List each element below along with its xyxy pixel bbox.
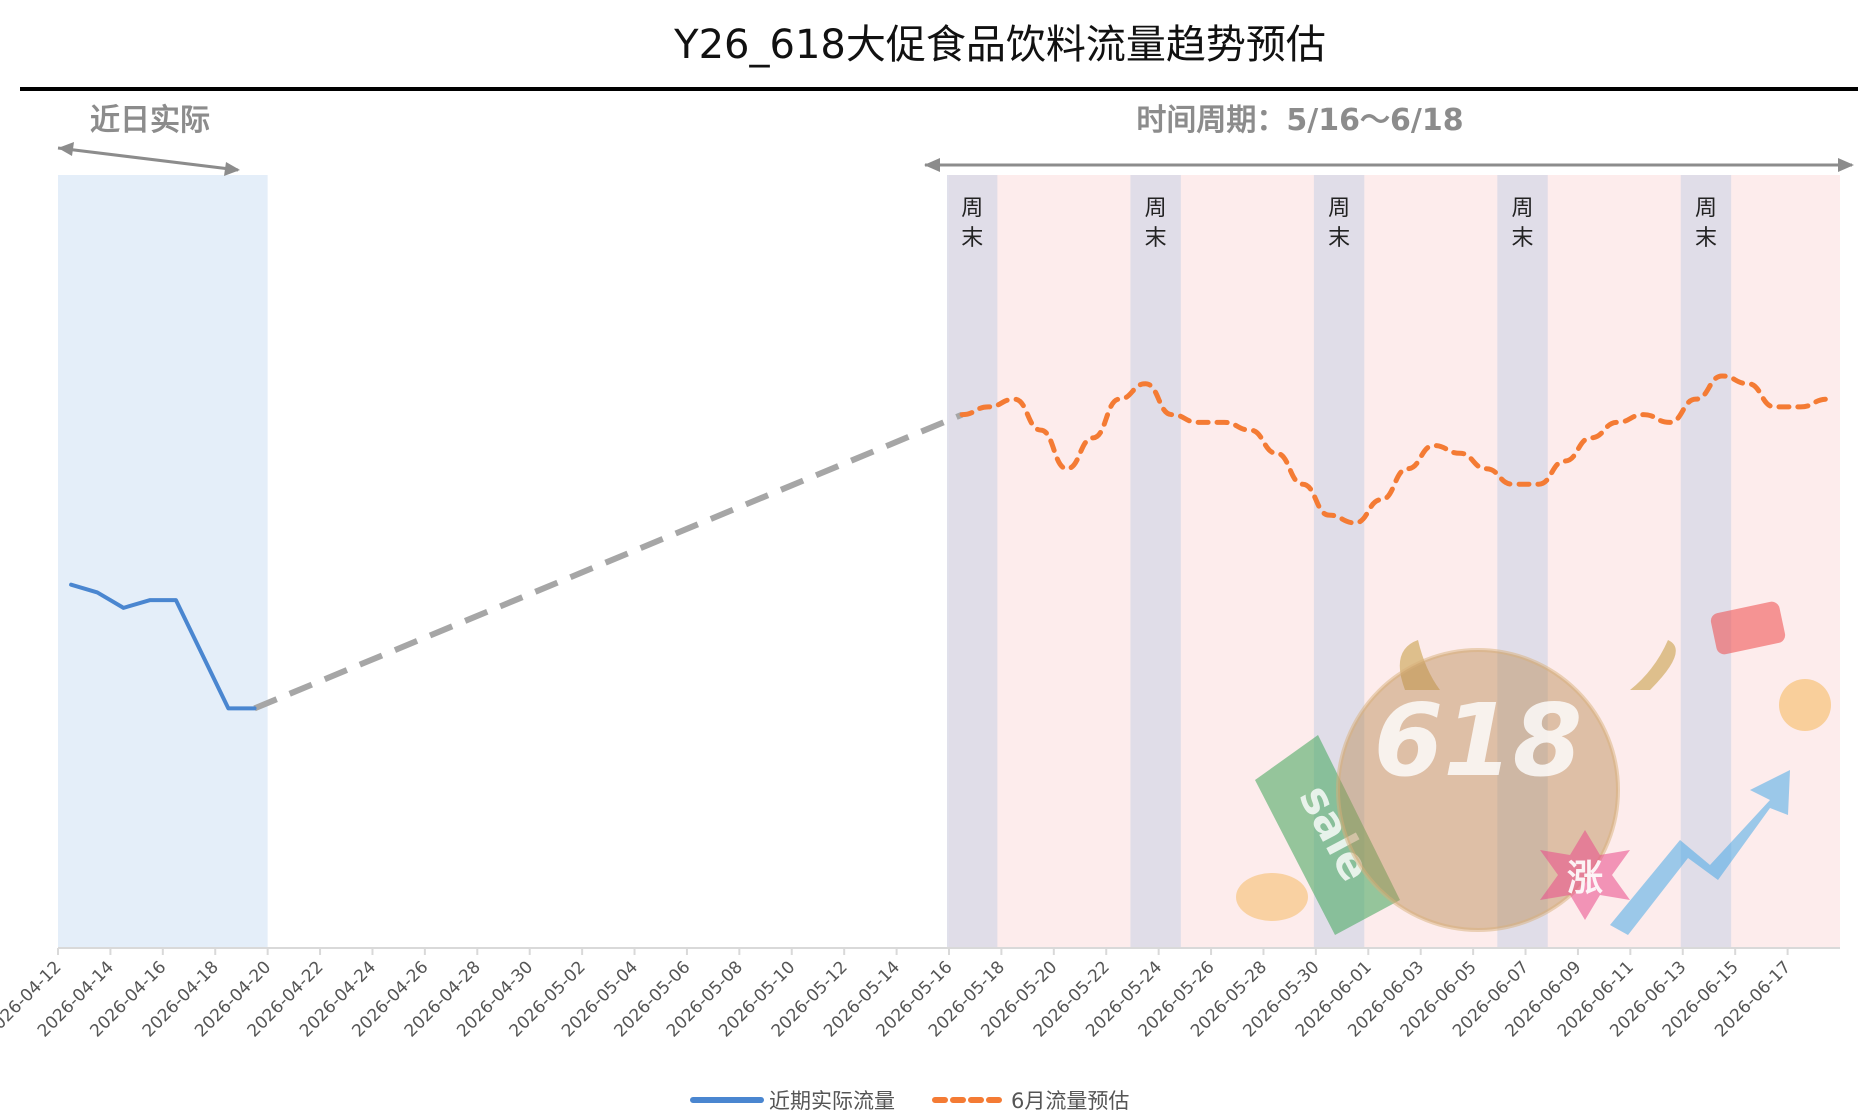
series-point-1 (1196, 421, 1199, 424)
series-point-1 (1223, 421, 1226, 424)
series-point-0 (227, 707, 230, 710)
series-point-1 (1537, 483, 1540, 486)
series-point-1 (1432, 444, 1435, 447)
background-bands: 周末 周末 周末 周末 周末 (58, 175, 1840, 948)
weekend-band (1680, 175, 1732, 948)
recent-actual-band (58, 175, 268, 948)
series-point-1 (961, 413, 964, 416)
series-point-1 (1275, 452, 1278, 455)
series-point-1 (1406, 467, 1409, 470)
series-point-1 (1485, 467, 1488, 470)
series-point-1 (987, 405, 990, 408)
period-label: 时间周期：5/16～6/18 (1136, 103, 1463, 138)
series-point-0 (96, 591, 99, 594)
series-point-0 (122, 606, 125, 609)
disco-ball-rim (1336, 648, 1620, 932)
series-point-1 (1616, 421, 1619, 424)
series-point-1 (1590, 436, 1593, 439)
section-annotations: 近日实际 时间周期：5/16～6/18 (57, 103, 1854, 176)
weekend-label: 周末 (1512, 196, 1534, 251)
sale-tag-shape (1255, 735, 1400, 935)
badge-618-text: 618 (1374, 682, 1583, 799)
series-point-1 (1327, 514, 1330, 517)
horn-left (1399, 640, 1440, 690)
legend-label-0: 近期实际流量 (769, 1089, 895, 1113)
series-point-1 (1013, 398, 1016, 401)
weekend-label: 周末 (1695, 196, 1717, 251)
horn-right (1630, 640, 1676, 690)
series-point-1 (1118, 398, 1121, 401)
series-point-0 (174, 599, 177, 602)
series-line-0 (69, 582, 257, 711)
series-point-1 (1668, 421, 1671, 424)
red-envelope-icon (1710, 601, 1786, 655)
weekend-band (1497, 175, 1548, 948)
recent-actual-label: 近日实际 (90, 103, 210, 138)
recent-range-arrow (57, 146, 239, 172)
series-point-1 (1301, 483, 1304, 486)
burst-text: 涨 (1567, 858, 1603, 899)
transition-connector-line (253, 411, 964, 712)
chart-title: Y26_618大促食品饮料流量趋势预估 (673, 22, 1326, 68)
series-point-1 (1249, 429, 1252, 432)
weekend-label: 周末 (961, 196, 983, 251)
series-point-1 (1799, 405, 1802, 408)
series-point-1 (1170, 413, 1173, 416)
series-point-1 (1825, 398, 1828, 401)
series-point-0 (253, 707, 256, 710)
series-point-1 (1721, 374, 1724, 377)
weekend-band (947, 175, 998, 948)
series-point-1 (1354, 521, 1357, 524)
series-point-1 (1747, 382, 1750, 385)
series-point-1 (1039, 429, 1042, 432)
series-point-1 (1092, 436, 1095, 439)
series-point-1 (1511, 483, 1514, 486)
series-point-1 (1380, 498, 1383, 501)
arrowhead-right-icon (224, 162, 240, 176)
series-line-1 (959, 373, 1830, 526)
series-point-0 (70, 583, 73, 586)
legend-label-1: 6月流量预估 (1011, 1089, 1129, 1113)
arrowhead-right-icon (1838, 158, 1854, 172)
series-point-1 (1563, 460, 1566, 463)
burst-shape (1540, 830, 1630, 920)
series-point-1 (1773, 405, 1776, 408)
series-point-1 (1144, 382, 1147, 385)
weekend-band (1130, 175, 1181, 948)
gold-ingot-icon (1236, 873, 1308, 921)
series-point-0 (201, 653, 204, 656)
series-point-1 (1694, 398, 1697, 401)
series-point-1 (1642, 413, 1645, 416)
arrowhead-left-icon (58, 142, 74, 156)
rising-arrow-icon (1610, 770, 1790, 935)
gold-coin-icon (1779, 679, 1831, 731)
x-axis: 2026-04-122026-04-142026-04-162026-04-18… (0, 947, 1840, 1041)
series-lines (69, 373, 1830, 712)
series-point-0 (148, 599, 151, 602)
legend: 近期实际流量 6月流量预估 (690, 1089, 1129, 1113)
arrowhead-left-icon (924, 158, 940, 172)
series-point-1 (1065, 467, 1068, 470)
weekend-label: 周末 (1328, 196, 1350, 251)
series-point-1 (1459, 452, 1462, 455)
weekend-label: 周末 (1145, 196, 1167, 251)
